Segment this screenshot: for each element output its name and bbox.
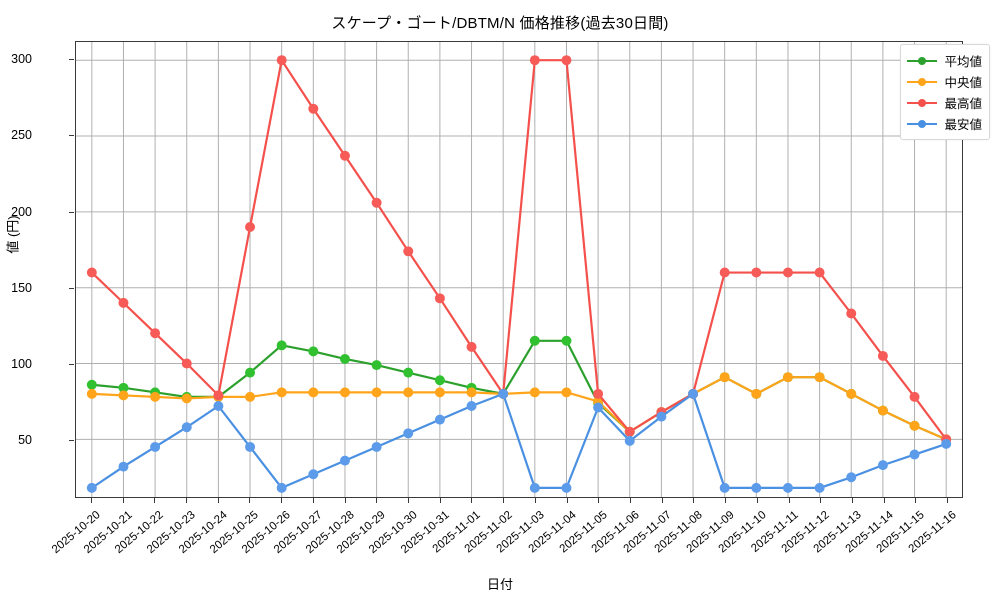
legend-marker-icon xyxy=(907,75,938,89)
legend-item-1[interactable]: 平均値 xyxy=(907,50,982,71)
y-tick-mark xyxy=(69,211,74,213)
x-tick-mark xyxy=(503,498,505,503)
x-tick-mark xyxy=(661,498,663,503)
legend-label: 平均値 xyxy=(944,55,982,69)
x-tick-mark xyxy=(598,498,600,503)
y-tick-mark xyxy=(69,59,74,61)
x-tick-mark xyxy=(756,498,758,503)
y-tick-label: 100 xyxy=(11,356,32,371)
x-tick-mark xyxy=(249,498,251,503)
legend-label: 最高値 xyxy=(944,97,982,111)
legend-label: 最安値 xyxy=(944,118,982,132)
x-tick-mark xyxy=(122,498,124,503)
page-title: スケープ・ゴート/DBTM/N 価格推移(過去30日間) xyxy=(331,15,669,32)
data-series-layer xyxy=(86,55,952,493)
y-tick-label: 200 xyxy=(11,204,32,219)
legend: 平均値中央値最高値最安値 xyxy=(900,44,990,140)
y-tick-mark xyxy=(69,135,74,137)
x-tick-mark xyxy=(915,498,917,503)
x-tick-mark xyxy=(217,498,219,503)
y-tick-label: 250 xyxy=(11,128,32,143)
legend-label: 中央値 xyxy=(944,76,982,90)
y-tick-label: 50 xyxy=(18,433,32,448)
legend-marker-icon xyxy=(907,117,938,131)
legend-marker-icon xyxy=(907,96,938,110)
series-1 xyxy=(86,335,952,445)
y-tick-label: 300 xyxy=(11,52,32,67)
y-tick-label: 150 xyxy=(11,280,32,295)
y-tick-mark xyxy=(69,287,74,289)
legend-item-2[interactable]: 中央値 xyxy=(907,71,982,92)
legend-item-3[interactable]: 最高値 xyxy=(907,92,982,113)
y-tick-mark xyxy=(69,440,74,442)
x-tick-mark xyxy=(947,498,949,503)
x-tick-mark xyxy=(725,498,727,503)
x-tick-mark xyxy=(693,498,695,503)
x-tick-mark xyxy=(630,498,631,503)
x-tick-mark xyxy=(471,498,473,503)
x-tick-mark xyxy=(820,498,822,503)
x-tick-mark xyxy=(534,498,536,503)
x-tick-mark xyxy=(154,498,156,503)
y-tick-mark xyxy=(69,363,74,365)
x-axis-label: 日付 xyxy=(486,577,513,592)
x-tick-mark xyxy=(788,498,790,503)
series-4 xyxy=(86,388,952,493)
x-tick-mark xyxy=(312,498,314,503)
x-tick-mark xyxy=(376,498,378,503)
x-tick-mark xyxy=(186,498,187,503)
legend-item-4[interactable]: 最安値 xyxy=(907,113,982,134)
series-3 xyxy=(86,55,952,445)
x-tick-mark xyxy=(408,498,409,503)
x-tick-mark xyxy=(852,498,853,503)
x-tick-mark xyxy=(344,498,346,503)
x-tick-mark xyxy=(281,498,283,503)
y-axis-ticks: 50 100 150 200 250 300 xyxy=(0,0,74,600)
plot-area xyxy=(75,41,963,498)
legend-marker-icon xyxy=(907,54,938,68)
x-tick-mark xyxy=(566,498,568,503)
x-tick-mark xyxy=(883,498,885,503)
x-tick-mark xyxy=(90,498,92,503)
x-tick-mark xyxy=(439,498,441,503)
